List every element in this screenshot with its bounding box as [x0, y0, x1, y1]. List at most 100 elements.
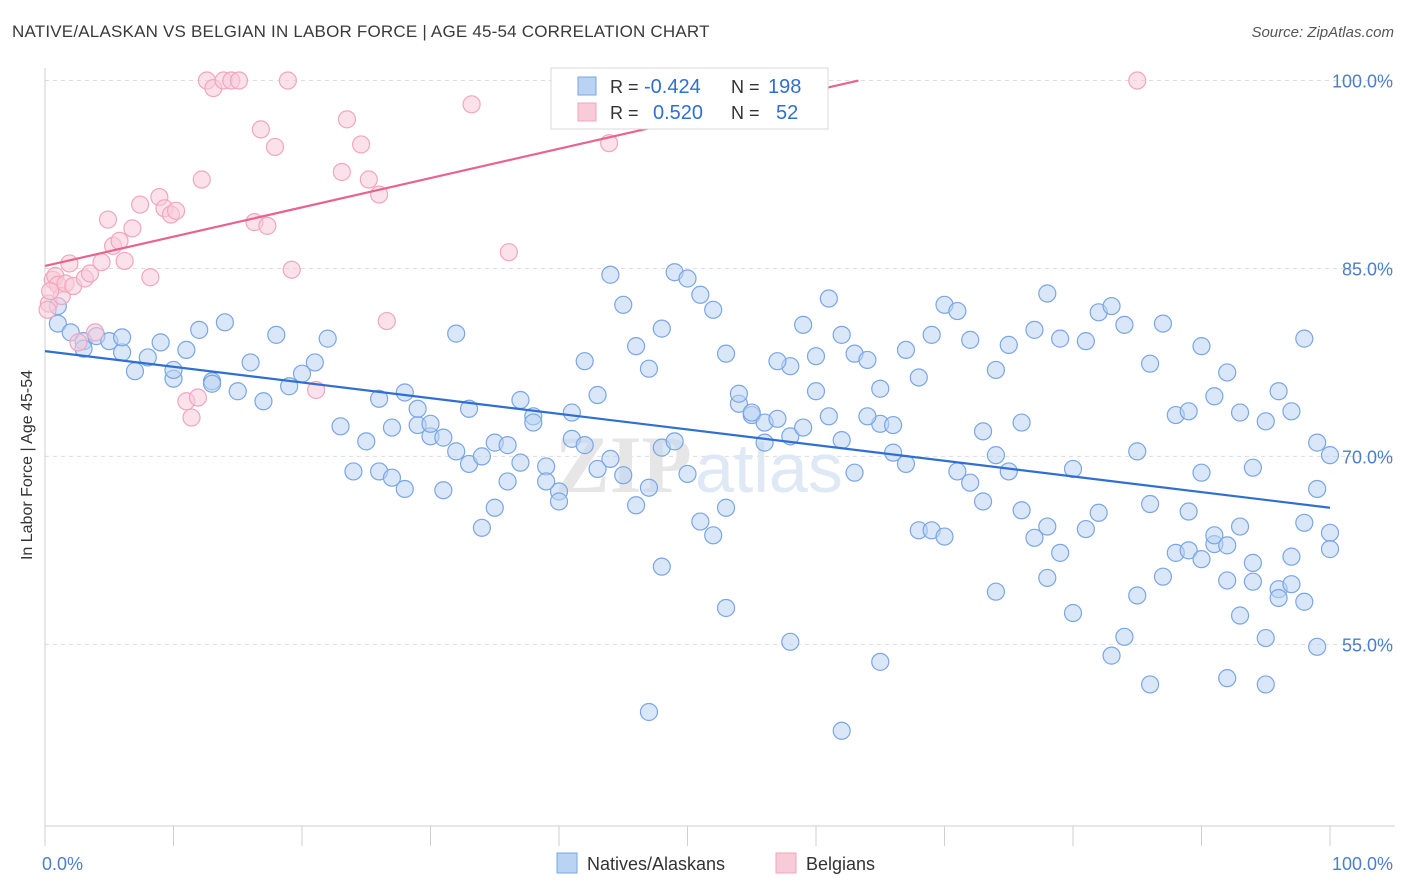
data-point — [1140, 354, 1160, 373]
data-point — [575, 436, 594, 455]
y-tick-label: 70.0% — [1342, 447, 1393, 467]
data-point — [1282, 547, 1301, 566]
data-point — [999, 462, 1018, 481]
data-point — [123, 219, 142, 238]
data-point — [1205, 387, 1224, 406]
data-point — [447, 442, 466, 461]
data-point — [691, 285, 710, 304]
data-point — [562, 403, 581, 422]
data-point — [395, 383, 414, 402]
data-point — [164, 360, 183, 380]
data-point — [1179, 541, 1198, 560]
data-point — [575, 352, 594, 371]
chart-title: NATIVE/ALASKAN VS BELGIAN IN LABOR FORCE… — [12, 22, 710, 41]
data-point — [282, 260, 301, 279]
data-point — [86, 323, 105, 342]
data-point — [1218, 536, 1237, 555]
data-point — [267, 325, 286, 344]
data-point — [1140, 675, 1160, 694]
data-point — [1179, 402, 1198, 421]
stats-n-value-2: 52 — [776, 102, 798, 124]
data-point — [80, 264, 100, 283]
data-point — [524, 413, 543, 432]
stats-n-label-2: N = — [731, 103, 760, 123]
data-point — [819, 407, 838, 426]
data-point — [459, 399, 479, 418]
data-point — [1051, 543, 1070, 562]
data-point — [794, 315, 813, 334]
data-point — [1063, 603, 1083, 623]
data-point — [896, 340, 916, 360]
data-point — [845, 463, 864, 482]
data-point — [377, 311, 396, 331]
y-tick-label: 85.0% — [1342, 259, 1393, 279]
data-point — [1051, 329, 1070, 348]
data-point — [819, 289, 838, 308]
data-point — [704, 300, 723, 319]
data-point — [896, 454, 916, 474]
x-tick-label: 0.0% — [42, 854, 83, 874]
data-point — [1128, 586, 1147, 605]
data-point — [639, 359, 659, 378]
data-point — [1256, 628, 1275, 648]
data-point — [678, 269, 697, 288]
data-point — [1038, 284, 1057, 303]
trend-line — [44, 350, 1331, 509]
data-point — [1308, 637, 1327, 656]
data-point — [60, 254, 79, 273]
data-point — [601, 449, 620, 469]
data-point — [742, 403, 761, 422]
data-point — [382, 468, 402, 487]
data-point — [961, 473, 980, 492]
data-point — [472, 518, 491, 537]
data-point — [395, 479, 414, 499]
data-point — [447, 324, 466, 343]
data-point — [498, 436, 517, 455]
stats-r-label-2: R = — [610, 103, 639, 123]
data-point — [883, 415, 903, 435]
data-point — [92, 253, 111, 272]
data-point — [112, 328, 132, 347]
data-point — [1115, 627, 1134, 646]
data-point — [922, 325, 941, 344]
legend-label-natives: Natives/Alaskans — [587, 854, 725, 874]
data-point — [1128, 442, 1147, 461]
data-point — [265, 137, 285, 157]
data-point — [202, 374, 222, 393]
data-point — [1218, 363, 1237, 382]
data-point — [370, 389, 389, 408]
data-point — [1320, 523, 1340, 542]
data-point — [434, 428, 453, 447]
data-point — [278, 71, 297, 90]
stats-r-label-1: R = — [610, 77, 639, 97]
data-point — [806, 382, 826, 401]
data-point — [781, 632, 800, 651]
data-point — [1192, 337, 1211, 356]
data-point — [1102, 646, 1121, 665]
data-point — [305, 353, 324, 372]
data-point — [1128, 71, 1147, 90]
stats-box-frame — [550, 67, 829, 130]
data-point — [462, 95, 481, 114]
series-belgians — [38, 71, 1147, 427]
data-point — [614, 466, 633, 485]
data-point — [652, 557, 671, 576]
data-point — [1038, 568, 1057, 588]
data-point — [1256, 412, 1275, 431]
data-point — [858, 407, 877, 426]
data-point — [192, 170, 211, 189]
data-point — [1089, 503, 1108, 522]
data-point — [806, 347, 826, 366]
data-point — [1320, 446, 1340, 465]
data-point — [434, 481, 453, 500]
data-point — [755, 433, 774, 452]
data-point — [1295, 329, 1314, 348]
data-point — [961, 330, 980, 349]
data-point — [639, 478, 659, 497]
data-point — [38, 300, 57, 319]
data-point — [1295, 513, 1314, 532]
data-point — [1218, 669, 1237, 688]
data-point — [331, 417, 350, 436]
y-tick-label: 100.0% — [1332, 72, 1393, 92]
